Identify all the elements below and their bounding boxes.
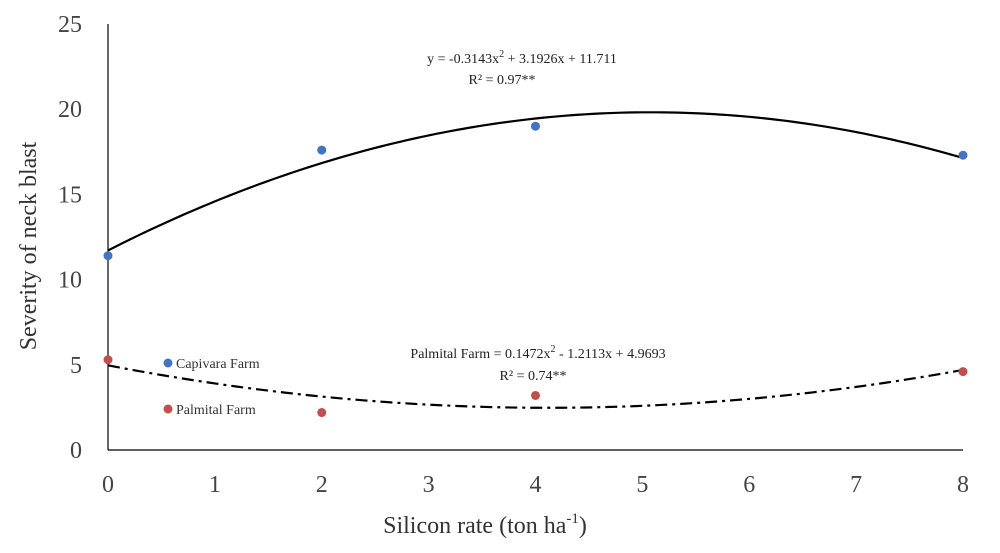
palmital-equation: Palmital Farm = 0.1472x2 - 1.2113x + 4.9… — [410, 344, 665, 384]
x-tick-label: 5 — [636, 472, 648, 498]
data-point-capivara — [531, 121, 540, 131]
capivara-r2: R² = 0.97** — [469, 73, 536, 88]
y-tick-label: 5 — [70, 353, 82, 379]
y-tick-label: 20 — [58, 97, 82, 123]
legend-marker-capivara — [163, 358, 173, 368]
x-tick-labels: 0 1 2 3 4 5 6 7 8 — [102, 472, 969, 498]
legend: Capivara Farm Palmital Farm — [163, 357, 260, 418]
x-tick-label: 4 — [530, 472, 542, 498]
data-point-palmital — [103, 355, 113, 365]
y-tick-labels: 0 5 10 15 20 25 — [58, 12, 82, 464]
y-tick-label: 10 — [58, 268, 82, 294]
x-axis-title-superscript: -1 — [566, 511, 579, 527]
y-tick-label: 25 — [58, 12, 82, 38]
y-axis-title: Severity of neck blast — [16, 141, 42, 350]
y-tick-label: 0 — [70, 438, 82, 464]
x-tick-label: 7 — [850, 472, 862, 498]
legend-label-capivara: Capivara Farm — [176, 357, 260, 372]
x-tick-label: 6 — [743, 472, 755, 498]
axes — [107, 24, 963, 451]
x-tick-label: 2 — [316, 472, 328, 498]
x-axis-title: Silicon rate (ton ha-1) — [383, 511, 587, 539]
trendline-palmital — [107, 364, 964, 409]
data-points — [103, 121, 968, 418]
legend-marker-palmital — [163, 404, 173, 414]
data-point-palmital — [317, 408, 327, 418]
data-point-palmital — [958, 367, 968, 377]
x-tick-label: 0 — [102, 472, 114, 498]
data-point-capivara — [103, 251, 113, 261]
svg-text:Palmital Farm = 0.1472x2 - 1: Palmital Farm = 0.1472x2 - 1.2113x + 4.9… — [410, 344, 665, 362]
x-tick-label: 3 — [423, 472, 435, 498]
capivara-equation: y = -0.3143x2 + 3.1926x + 11.711 R² = 0.… — [427, 49, 617, 88]
x-tick-label: 8 — [957, 472, 969, 498]
y-tick-label: 15 — [58, 182, 82, 208]
legend-label-palmital: Palmital Farm — [176, 403, 256, 418]
trendline-capivara — [107, 111, 964, 252]
data-point-capivara — [317, 145, 327, 155]
trendlines — [107, 111, 964, 409]
palmital-r2: R² = 0.74** — [500, 369, 567, 384]
legend-item-palmital: Palmital Farm — [163, 403, 256, 418]
svg-text:y = -0.3143x2 + 3.1926x + 11: y = -0.3143x2 + 3.1926x + 11.711 — [427, 49, 617, 67]
data-point-capivara — [958, 150, 968, 160]
x-tick-label: 1 — [209, 472, 221, 498]
legend-item-capivara: Capivara Farm — [163, 357, 260, 372]
data-point-palmital — [531, 390, 540, 400]
